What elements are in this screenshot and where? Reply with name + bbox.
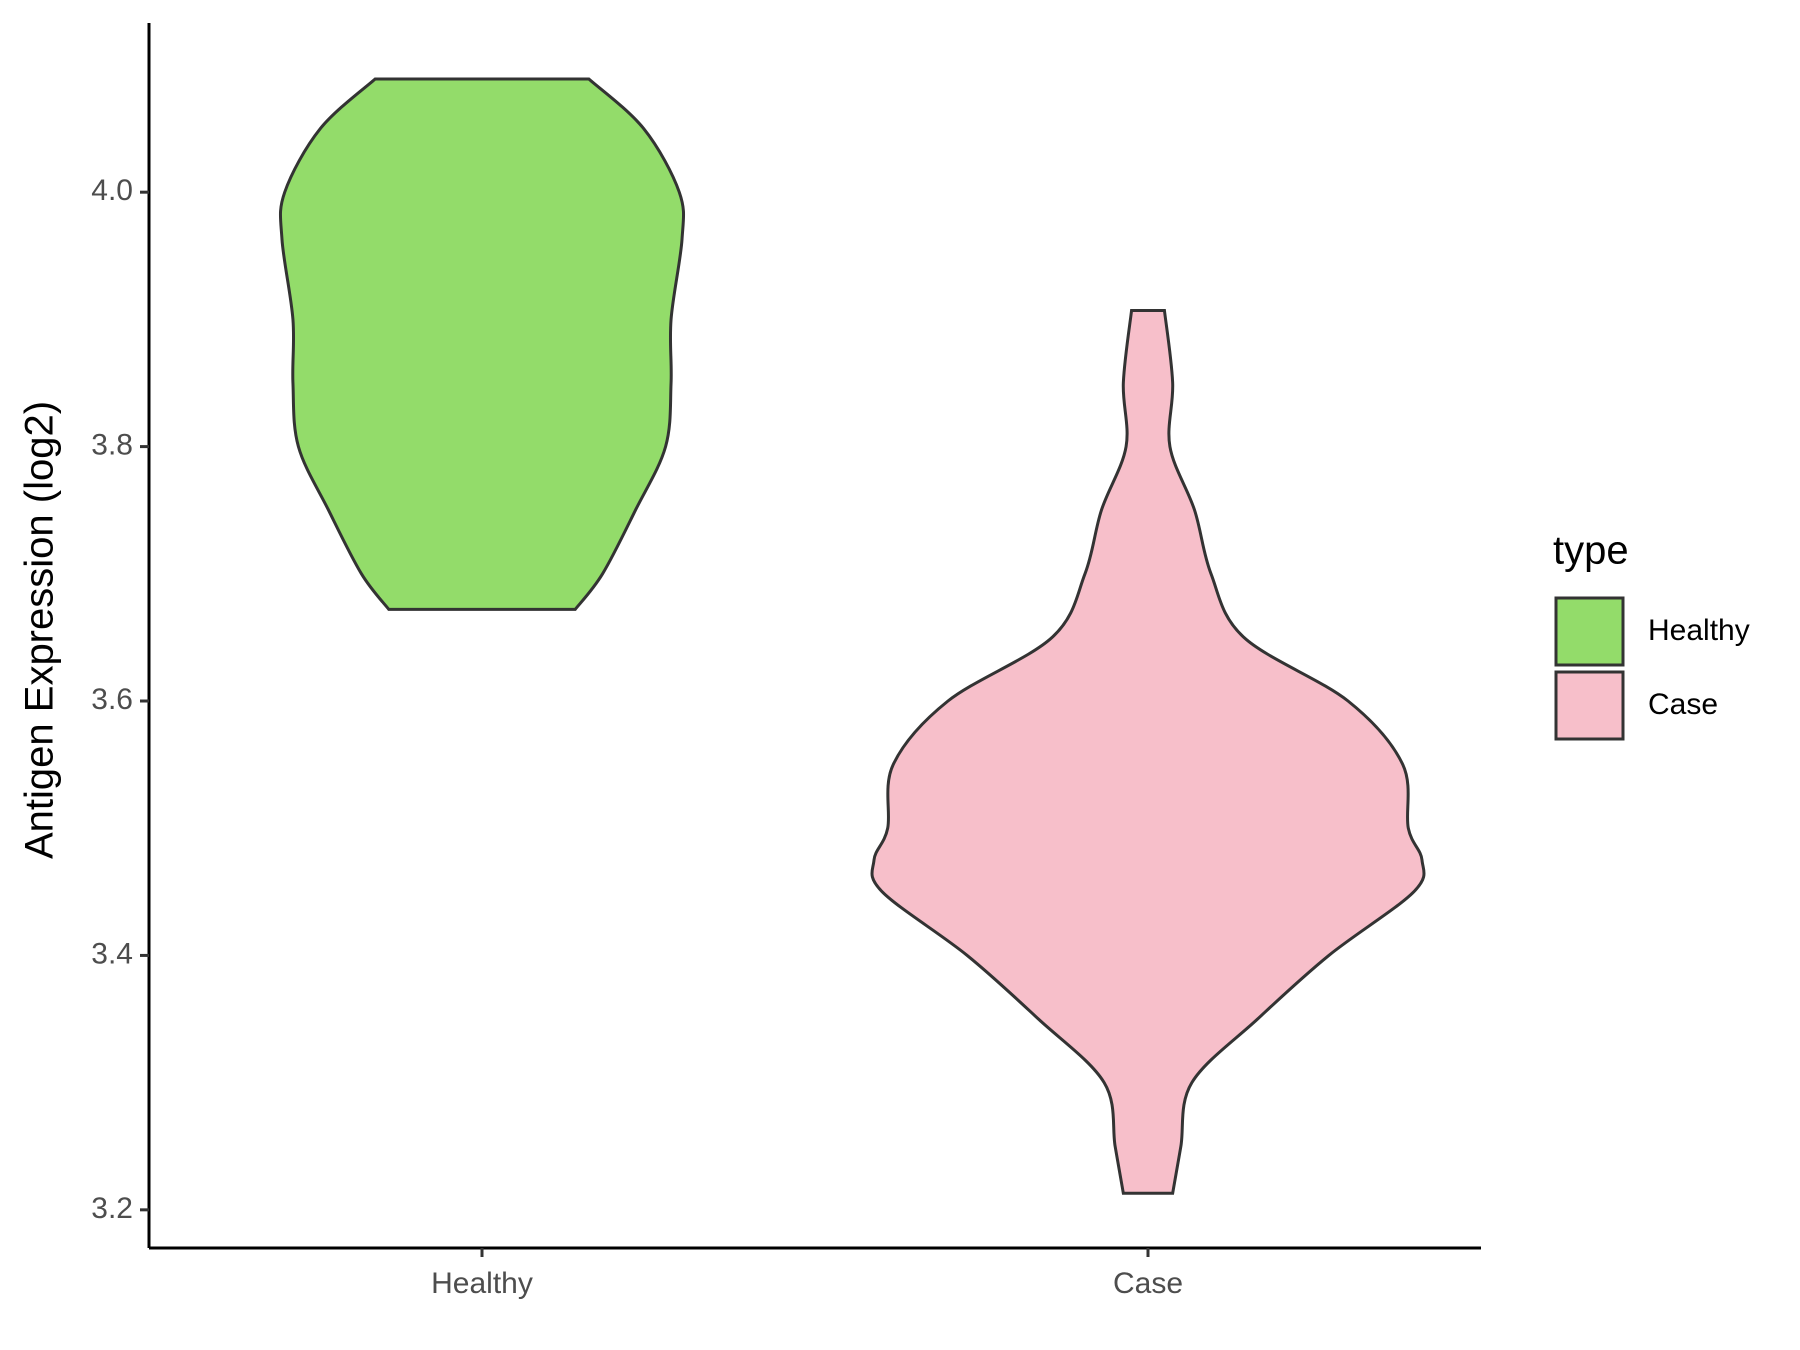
legend-label: Case (1648, 688, 1718, 721)
y-tick-label: 3.8 (91, 429, 133, 462)
violin (870, 308, 1426, 1195)
y-axis-label: Antigen Expression (log2) (18, 401, 62, 859)
x-tick-label: Case (1113, 1267, 1183, 1300)
legend-title: type (1553, 529, 1629, 573)
y-tick-label: 3.4 (91, 937, 133, 970)
legend-label: Healthy (1648, 614, 1750, 647)
y-tick-label: 3.6 (91, 683, 133, 716)
violin (278, 77, 686, 611)
y-tick-label: 4.0 (91, 174, 133, 207)
y-tick-label: 3.2 (91, 1192, 133, 1225)
legend-swatch (1554, 670, 1625, 741)
legend-swatch (1554, 596, 1625, 667)
x-tick-label: Healthy (431, 1267, 533, 1300)
